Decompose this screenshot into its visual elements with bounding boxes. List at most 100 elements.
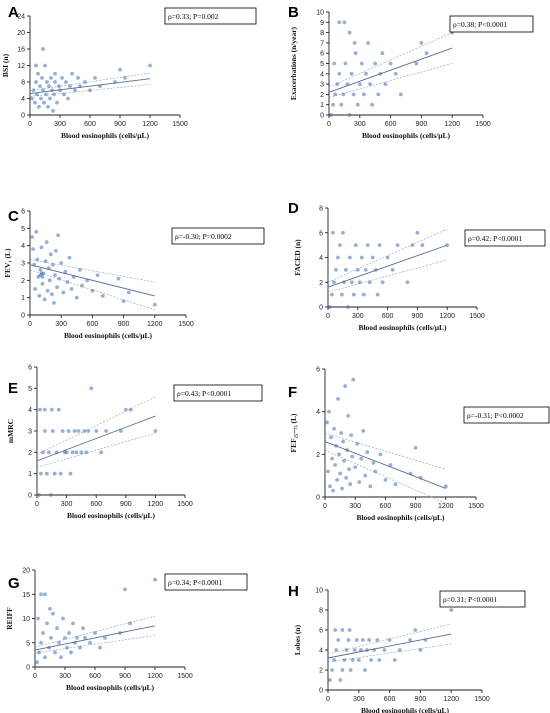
stat-text: ρ=0.43; P<0.0001 <box>177 389 231 398</box>
data-point <box>94 429 99 433</box>
x-tick-label: 1200 <box>147 673 163 680</box>
data-point <box>37 294 42 298</box>
data-point <box>65 280 70 284</box>
data-point <box>419 41 424 45</box>
data-point <box>88 640 92 645</box>
stat-box <box>173 384 263 402</box>
ci-lower-line <box>34 635 156 654</box>
data-point <box>342 20 347 25</box>
x-tick-label: 600 <box>385 121 397 128</box>
x-tick-label: 1200 <box>444 121 460 128</box>
data-point <box>44 471 49 476</box>
data-point <box>67 255 72 260</box>
data-point <box>393 71 398 76</box>
x-tick-label: 1200 <box>443 696 459 703</box>
data-point <box>375 638 380 642</box>
data-point <box>334 648 339 652</box>
data-point <box>373 469 378 474</box>
data-point <box>329 435 333 440</box>
data-point <box>48 606 52 611</box>
data-point <box>392 658 397 662</box>
data-point <box>424 51 429 56</box>
data-point <box>49 292 54 297</box>
data-point <box>52 471 57 476</box>
data-point <box>415 230 420 235</box>
y-tick-label: 4 <box>21 96 25 103</box>
data-point <box>351 92 356 97</box>
y-tick-label: 8 <box>320 30 324 37</box>
data-point <box>81 626 85 631</box>
data-point <box>83 636 87 640</box>
data-point <box>62 92 66 97</box>
data-point <box>397 648 402 652</box>
data-point <box>443 484 448 489</box>
y-axis-label: FEF₂₅₋₇₅ (L) <box>289 413 298 452</box>
data-point <box>42 429 47 433</box>
data-point <box>390 267 395 272</box>
axes <box>32 569 186 670</box>
data-point <box>66 429 71 433</box>
regression-line <box>328 47 453 93</box>
x-tick-label: 300 <box>353 696 365 703</box>
data-point <box>42 297 47 302</box>
data-point <box>331 230 335 235</box>
regression-line <box>29 264 155 297</box>
data-point <box>40 75 44 80</box>
data-point <box>349 280 354 285</box>
data-point <box>68 84 72 89</box>
axes <box>322 368 477 500</box>
data-point <box>60 75 64 80</box>
stat-box <box>464 229 546 247</box>
data-point <box>335 82 340 86</box>
data-point <box>88 88 92 93</box>
data-point <box>72 429 77 433</box>
data-point <box>53 273 57 278</box>
data-point <box>333 92 338 97</box>
data-point <box>346 414 351 418</box>
data-point <box>341 92 346 97</box>
data-point <box>341 230 345 235</box>
x-tick-label: 900 <box>412 313 424 320</box>
regression-line <box>327 244 448 288</box>
y-tick-label: 6 <box>319 230 323 237</box>
panel-label: F <box>288 384 297 401</box>
data-point <box>357 280 362 285</box>
data-point <box>325 420 329 425</box>
data-point <box>380 280 385 285</box>
data-point <box>118 67 122 72</box>
data-point <box>74 450 79 455</box>
ci-lower-line <box>36 432 156 468</box>
data-point <box>327 409 331 414</box>
data-point <box>359 456 364 461</box>
data-point <box>331 102 336 107</box>
data-point <box>39 96 43 101</box>
data-point <box>61 616 65 621</box>
data-point <box>352 41 357 45</box>
ci-upper-line <box>34 615 156 648</box>
data-point <box>367 638 371 642</box>
data-point <box>335 478 339 482</box>
data-point <box>128 407 133 412</box>
data-point <box>370 255 375 260</box>
x-tick-label: 900 <box>119 673 131 680</box>
ci-upper-line <box>324 432 446 470</box>
ci-lower-line <box>327 643 452 663</box>
data-point <box>75 636 79 640</box>
data-point <box>373 61 378 66</box>
data-point <box>35 257 40 262</box>
data-point <box>347 628 352 632</box>
panel-label: H <box>288 583 299 600</box>
data-point <box>340 292 344 297</box>
data-point <box>148 63 152 68</box>
data-point <box>388 463 393 467</box>
y-axis-label: Exacerbations (n/year) <box>289 26 298 100</box>
data-point <box>347 30 352 35</box>
data-point <box>30 96 34 101</box>
y-tick-label: 20 <box>22 568 30 575</box>
data-point <box>86 429 91 433</box>
data-point <box>45 288 50 293</box>
y-tick-label: 10 <box>316 10 324 17</box>
data-point <box>39 471 43 476</box>
data-point <box>53 650 57 655</box>
data-point <box>332 426 336 431</box>
